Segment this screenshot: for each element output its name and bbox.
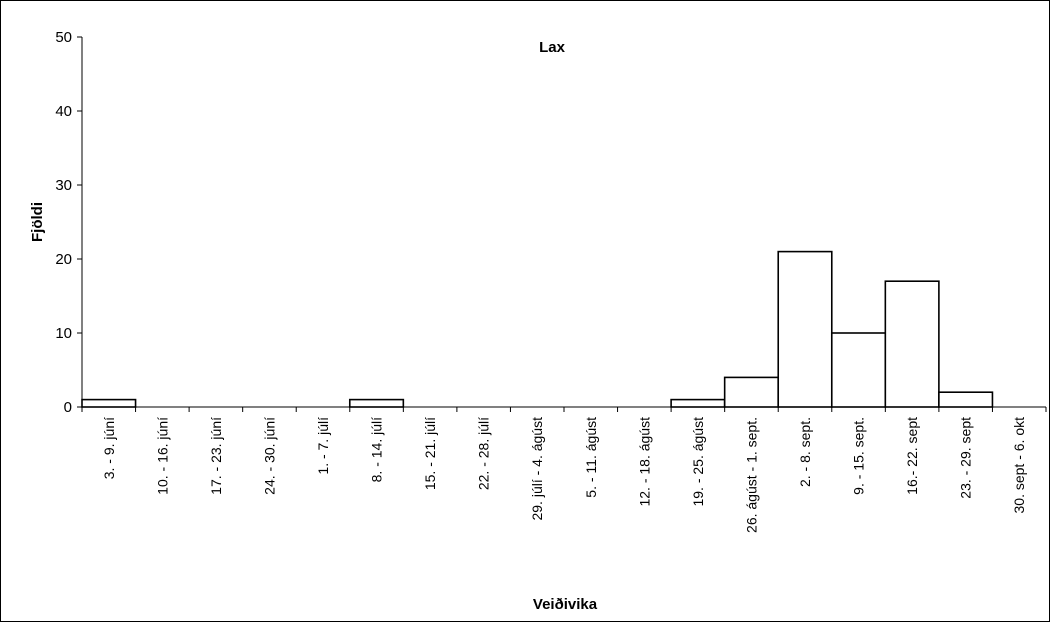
y-tick-label: 40 <box>55 103 72 120</box>
x-tick-label: 30. sept - 6. okt <box>1011 417 1027 514</box>
x-tick-label: 17. - 23. júní <box>208 417 224 495</box>
bar <box>670 398 726 408</box>
x-tick-label: 16.- 22. sept <box>904 417 920 495</box>
bar <box>884 280 940 408</box>
x-tick-label: 26. ágúst - 1. sept. <box>743 417 759 533</box>
bar <box>348 398 405 408</box>
y-tick-label: 10 <box>55 325 72 342</box>
bar <box>723 376 780 408</box>
x-tick-label: 8. - 14. júlí <box>369 417 385 482</box>
y-axis-label: Fjöldi <box>29 202 46 242</box>
chart-title: Lax <box>539 39 566 56</box>
x-tick-label: 29. júlí - 4. ágúst <box>529 417 545 521</box>
x-tick-label: 24. - 30. júní <box>261 417 277 495</box>
y-tick-label: 20 <box>55 251 72 268</box>
x-tick-label: 12. - 18. ágúst <box>636 417 652 507</box>
x-tick-label: 2. - 8. sept. <box>797 417 813 487</box>
x-tick-label: 3. - 9. júní <box>101 417 117 479</box>
bar <box>830 332 887 408</box>
x-tick-label: 10. - 16. júní <box>154 417 170 495</box>
x-tick-label: 9. - 15. sept. <box>851 417 867 495</box>
x-tick-label: 23. - 29. sept <box>958 417 974 499</box>
x-tick-label: 19. - 25. ágúst <box>690 417 706 507</box>
bar <box>777 250 833 408</box>
x-axis-label: Veiðivika <box>533 596 598 613</box>
x-tick-label: 15. - 21. júlí <box>422 417 438 490</box>
bar <box>81 398 137 408</box>
x-tick-label: 1. - 7. júlí <box>315 417 331 475</box>
x-tick-label: 22. - 28. júlí <box>476 417 492 490</box>
y-tick-label: 0 <box>64 399 72 416</box>
y-tick-label: 30 <box>55 177 72 194</box>
bar <box>938 391 994 408</box>
x-tick-label: 5. - 11. ágúst <box>583 417 599 498</box>
y-tick-label: 50 <box>55 29 72 46</box>
